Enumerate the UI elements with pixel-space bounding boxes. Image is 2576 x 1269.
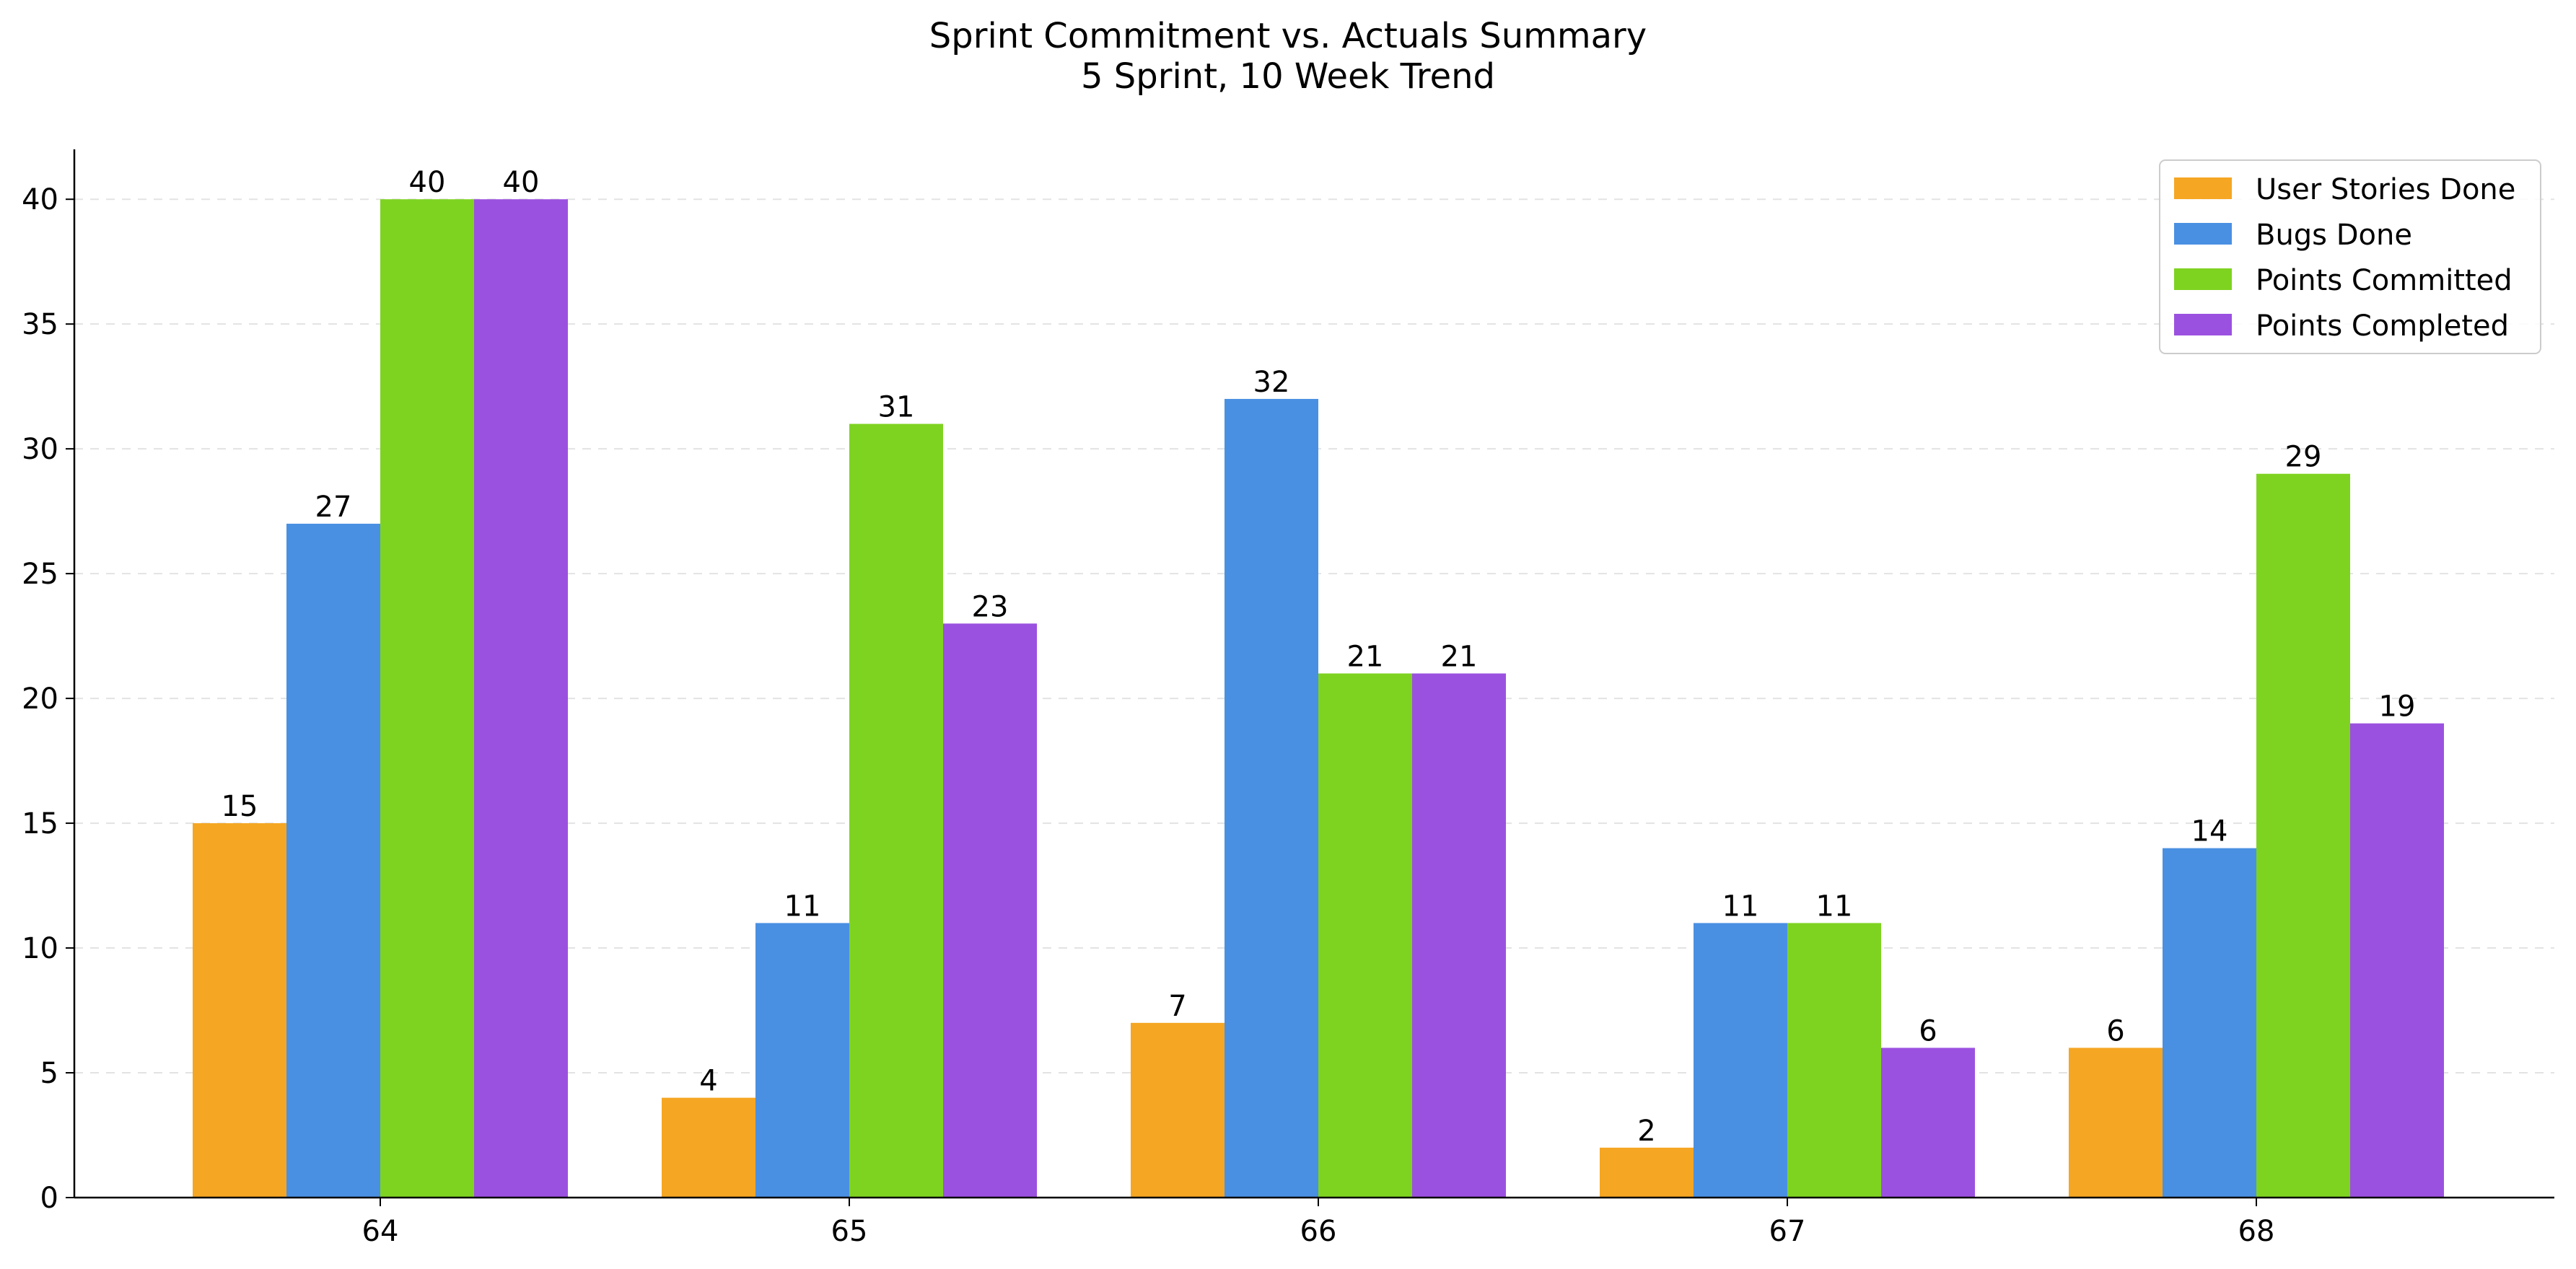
bar-value-label: 2 — [1637, 1115, 1655, 1148]
bar-value-label: 21 — [1441, 641, 1478, 674]
bar — [2069, 1048, 2163, 1198]
bar — [943, 623, 1037, 1198]
y-tick-label: 20 — [22, 682, 58, 716]
bar-value-label: 15 — [222, 790, 258, 823]
x-tick-label: 65 — [831, 1215, 868, 1248]
bar — [380, 199, 474, 1198]
bar — [1881, 1048, 1975, 1198]
bar — [1318, 673, 1412, 1198]
bars — [193, 199, 2444, 1198]
legend-swatch — [2174, 268, 2232, 290]
bar-value-label: 11 — [1816, 890, 1853, 923]
bar-value-label: 6 — [2106, 1014, 2124, 1048]
legend: User Stories Done Bugs Done Points Committ… — [2159, 159, 2541, 354]
bar — [755, 923, 849, 1198]
bar — [2163, 848, 2256, 1198]
bar — [286, 523, 380, 1198]
bar — [662, 1097, 755, 1198]
bar — [1131, 1022, 1225, 1198]
x-tick-label: 67 — [1769, 1215, 1806, 1248]
legend-label: User Stories Done — [2256, 173, 2515, 206]
bar-value-label: 11 — [784, 890, 821, 923]
bar — [193, 823, 286, 1198]
bar-value-label: 40 — [503, 166, 540, 199]
bar-value-label: 31 — [878, 391, 915, 424]
bar — [474, 199, 568, 1198]
bar — [1694, 923, 1787, 1198]
bar-value-label: 27 — [315, 491, 352, 524]
legend-label: Bugs Done — [2256, 219, 2412, 252]
legend-swatch — [2174, 314, 2232, 335]
x-tick-label: 68 — [2238, 1215, 2275, 1248]
bar-value-label: 11 — [1722, 890, 1759, 923]
bar — [1787, 923, 1881, 1198]
bar-value-label: 4 — [699, 1065, 717, 1098]
bar — [2350, 723, 2444, 1198]
bar-value-label: 32 — [1253, 366, 1290, 399]
bar-value-label: 14 — [2191, 815, 2228, 848]
bar — [1600, 1147, 1694, 1198]
bar-value-label: 40 — [409, 166, 446, 199]
legend-swatch — [2174, 223, 2232, 245]
bar-value-label: 6 — [1919, 1014, 1937, 1048]
legend-label: Points Completed — [2256, 309, 2509, 343]
y-tick-label: 40 — [22, 183, 58, 216]
y-tick-label: 25 — [22, 558, 58, 591]
x-tick-label: 64 — [362, 1215, 399, 1248]
legend-box — [2159, 159, 2541, 354]
bar-value-label: 7 — [1168, 990, 1186, 1023]
y-tick-label: 5 — [40, 1057, 58, 1090]
bar-value-label: 23 — [972, 590, 1009, 623]
y-tick-label: 0 — [40, 1182, 58, 1215]
legend-label: Points Committed — [2256, 264, 2513, 297]
y-tick-label: 10 — [22, 932, 58, 965]
bar — [2256, 473, 2350, 1198]
bar-value-label: 19 — [2379, 690, 2416, 724]
bar — [1412, 673, 1506, 1198]
legend-swatch — [2174, 177, 2232, 199]
y-tick-label: 30 — [22, 433, 58, 466]
x-tick-label: 66 — [1300, 1215, 1337, 1248]
y-tick-label: 35 — [22, 308, 58, 341]
bar-labels: 15 27 40 40 4 11 31 23 7 32 21 21 2 11 11 6 6 14 29 19 — [222, 166, 2416, 1148]
bar — [1225, 398, 1318, 1198]
bar-value-label: 29 — [2285, 441, 2322, 474]
bar-value-label: 21 — [1347, 641, 1384, 674]
bar — [849, 423, 943, 1198]
chart-title: Sprint Commitment vs. Actuals Summary — [929, 16, 1647, 56]
chart-subtitle: 5 Sprint, 10 Week Trend — [1080, 56, 1496, 97]
y-tick-label: 15 — [22, 807, 58, 840]
